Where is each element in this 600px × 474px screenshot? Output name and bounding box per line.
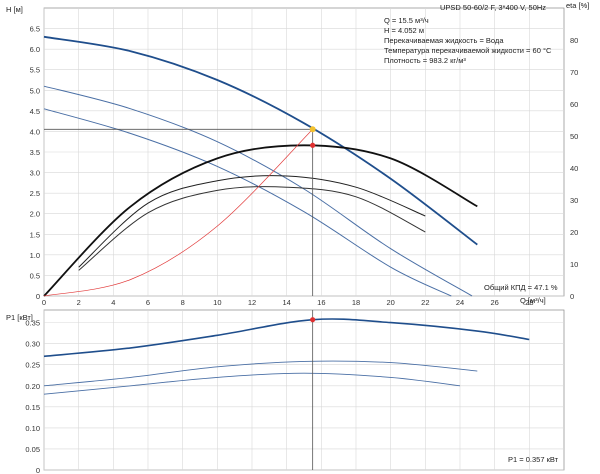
y-tick-label: 2.0 [30, 210, 40, 219]
y-tick-label: 1.0 [30, 251, 40, 260]
p1-tick-label: 0.10 [25, 424, 40, 433]
top-series [43, 35, 478, 297]
x-tick-label: 28 [525, 298, 533, 307]
info-line-liquid: Перекачиваемая жидкость = Вода [384, 36, 504, 45]
chart-title: UPSD 50-60/2 F, 3*400 V, 50Hz [440, 3, 546, 12]
x-tick-label: 26 [490, 298, 498, 307]
eff-speed-1-curve [43, 144, 478, 297]
x-tick-label: 10 [213, 298, 221, 307]
info-line-h: H = 4.052 м [384, 26, 424, 35]
x-tick-label: 14 [282, 298, 290, 307]
x-tick-label: 6 [146, 298, 150, 307]
p1-tick-label: 0.20 [25, 382, 40, 391]
x-tick-label: 20 [386, 298, 394, 307]
head-speed-1-curve [43, 35, 478, 246]
y-tick-label: 1.5 [30, 230, 40, 239]
head-speed-2-curve [43, 85, 473, 297]
y2-tick-label: 40 [570, 164, 578, 173]
x-tick-label: 24 [456, 298, 464, 307]
y-axis-label-p1: P1 [кВт] [6, 313, 33, 322]
y-tick-label: 0.5 [30, 271, 40, 280]
eff-speed-2-curve [78, 175, 426, 268]
p1-tick-label: 0.35 [25, 319, 40, 328]
y-axis-label-h: H [м] [6, 5, 23, 14]
bottom-series [43, 318, 530, 395]
x-tick-label: 16 [317, 298, 325, 307]
x-tick-label: 4 [111, 298, 115, 307]
y2-axis-label-eta: eta [%] [566, 1, 589, 10]
operating-point-eta-marker [310, 142, 316, 148]
operating-point-head-marker [309, 126, 316, 133]
x-tick-label: 0 [42, 298, 46, 307]
info-line-q: Q = 15.5 м³/ч [384, 16, 429, 25]
x-tick-label: 18 [352, 298, 360, 307]
y2-tick-label: 50 [570, 132, 578, 141]
bottom-plot-frame [43, 309, 565, 471]
top-grid [43, 8, 564, 297]
axis-ticks: 0 2 4 6 8 10 12 14 16 18 20 22 24 26 2800.51.01.52.02.… [25, 25, 578, 474]
operating-point-power-marker [310, 317, 316, 323]
eff-speed-3-curve [78, 186, 426, 271]
y2-tick-label: 10 [570, 260, 578, 269]
power-speed-3-curve [43, 372, 461, 395]
y2-tick-label: 30 [570, 196, 578, 205]
p1-tick-label: 0 [36, 466, 40, 474]
y-tick-label: 5.5 [30, 66, 40, 75]
p1-tick-label: 0.05 [25, 445, 40, 454]
p1-tick-label: 0.30 [25, 340, 40, 349]
y-tick-label: 6.0 [30, 45, 40, 54]
y2-tick-label: 80 [570, 36, 578, 45]
power-annotation: P1 = 0.357 кВт [508, 455, 559, 464]
power-speed-1-curve [43, 318, 530, 358]
info-line-temperature: Температура перекачиваемой жидкости = 60… [384, 46, 552, 55]
y-tick-label: 6.5 [30, 25, 40, 34]
y2-tick-label: 20 [570, 228, 578, 237]
info-line-density: Плотность = 983.2 кг/м³ [384, 56, 466, 65]
bottom-grid [43, 310, 564, 471]
y-tick-label: 4.5 [30, 107, 40, 116]
y-tick-label: 2.5 [30, 189, 40, 198]
x-axis-label-q: Q [м³/ч] [520, 296, 546, 305]
x-tick-label: 8 [181, 298, 185, 307]
x-tick-label: 2 [77, 298, 81, 307]
efficiency-annotation: Общий КПД = 47.1 % [484, 283, 558, 292]
system-curve-curve [43, 129, 313, 297]
p1-tick-label: 0.25 [25, 361, 40, 370]
y-tick-label: 3.5 [30, 148, 40, 157]
y-tick-label: 4.0 [30, 127, 40, 136]
y2-tick-label: 60 [570, 100, 578, 109]
y2-tick-label: 0 [570, 292, 574, 301]
y-tick-label: 0 [36, 292, 40, 301]
x-tick-label: 22 [421, 298, 429, 307]
head-speed-3-curve [43, 108, 452, 297]
y-tick-label: 3.0 [30, 169, 40, 178]
y2-tick-label: 70 [570, 68, 578, 77]
x-tick-label: 12 [248, 298, 256, 307]
operating-point-marks [44, 126, 316, 470]
p1-tick-label: 0.15 [25, 403, 40, 412]
power-speed-2-curve [43, 360, 478, 387]
y-tick-label: 5.0 [30, 86, 40, 95]
